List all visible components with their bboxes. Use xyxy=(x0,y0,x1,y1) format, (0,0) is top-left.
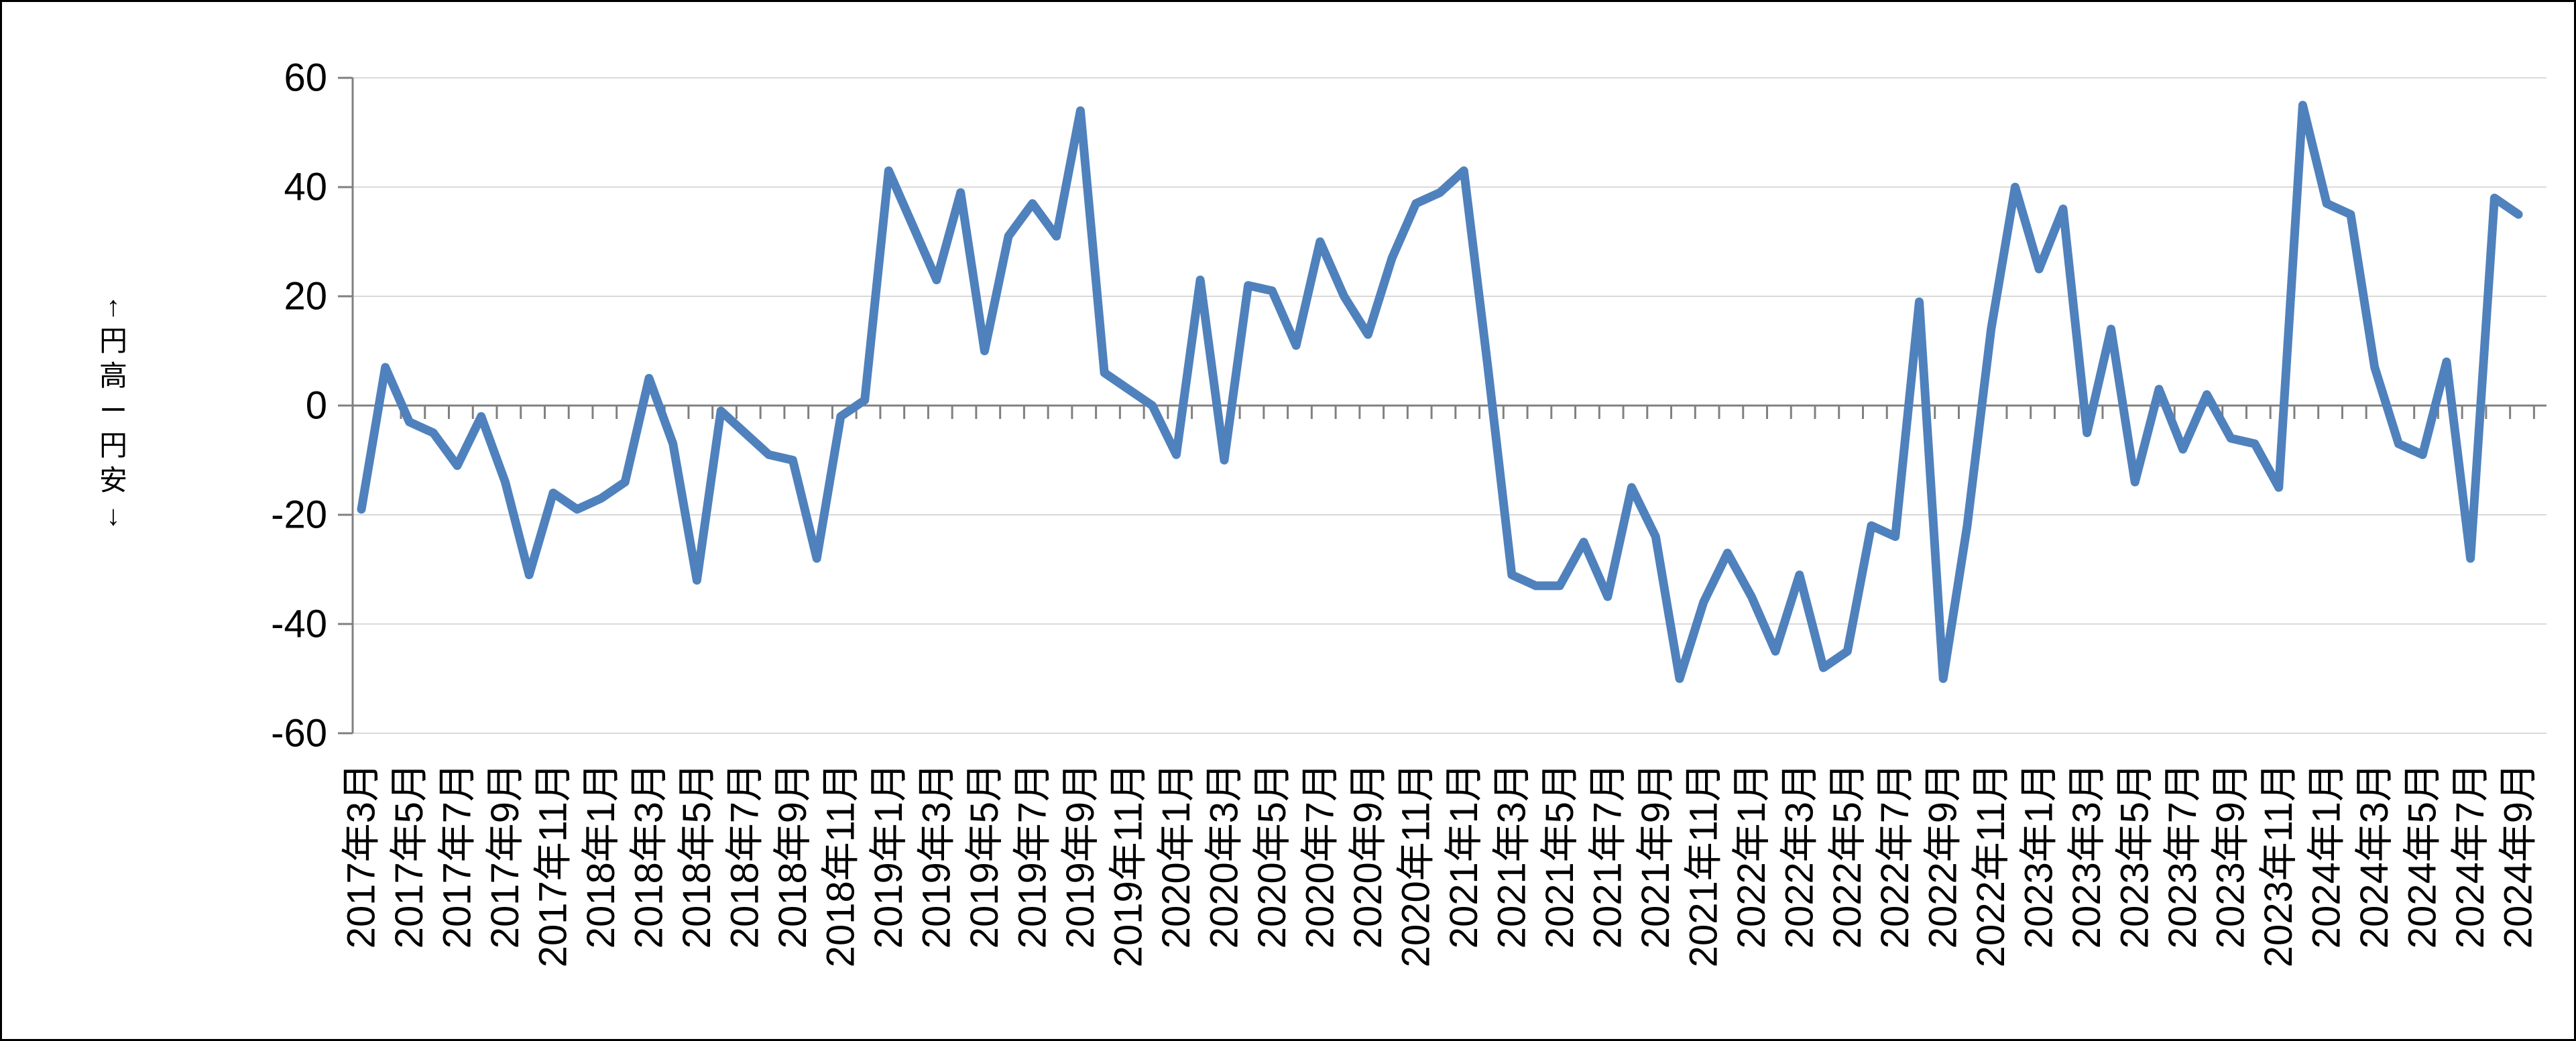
x-tick-label: 2017年7月 xyxy=(435,763,479,948)
y-axis-title-char: 円 xyxy=(99,325,127,357)
x-tick-label: 2023年3月 xyxy=(2065,763,2109,948)
x-tick-label: 2020年1月 xyxy=(1155,763,1198,948)
x-tick-label: 2018年5月 xyxy=(675,763,719,948)
x-tick-label: 2020年7月 xyxy=(1298,763,1342,948)
y-axis-title: ↑ 円高ー円安 ↓ xyxy=(95,289,132,533)
y-tick-label: -60 xyxy=(271,711,327,755)
x-tick-label: 2017年11月 xyxy=(531,763,575,967)
x-tick-label: 2019年3月 xyxy=(915,763,958,948)
x-tick-label: 2018年7月 xyxy=(723,763,766,948)
y-axis-title-char: ー xyxy=(99,395,127,426)
x-tick-label: 2018年9月 xyxy=(771,763,815,948)
x-tick-label: 2021年9月 xyxy=(1634,763,1678,948)
y-tick-label: 60 xyxy=(284,56,327,100)
x-tick-label: 2022年11月 xyxy=(1969,763,2013,967)
x-tick-label: 2022年3月 xyxy=(1777,763,1821,948)
x-tick-label: 2019年9月 xyxy=(1059,763,1102,948)
x-tick-label: 2021年5月 xyxy=(1538,763,1582,948)
x-tick-label: 2024年9月 xyxy=(2497,763,2540,948)
x-tick-label: 2018年1月 xyxy=(579,763,623,948)
y-axis-title-char: 円 xyxy=(99,430,127,461)
x-tick-label: 2020年3月 xyxy=(1202,763,1246,948)
x-tick-label: 2021年3月 xyxy=(1490,763,1533,948)
y-tick-label: 20 xyxy=(284,275,327,318)
x-tick-label: 2024年7月 xyxy=(2449,763,2492,948)
y-axis-title-char: ↑ xyxy=(106,290,121,322)
x-tick-label: 2021年1月 xyxy=(1442,763,1486,948)
x-tick-label: 2024年1月 xyxy=(2305,763,2349,948)
x-tick-label: 2023年11月 xyxy=(2257,763,2300,967)
y-tick-labels: 60 40 20 0 -20 -40 -60 xyxy=(271,56,327,755)
x-tick-label: 2024年5月 xyxy=(2401,763,2445,948)
y-axis-title-char: 安 xyxy=(99,465,127,496)
y-tick-label: 0 xyxy=(306,384,327,428)
y-tick-label: -20 xyxy=(271,493,327,536)
x-tick-label: 2022年5月 xyxy=(1826,763,1869,948)
x-tick-label: 2022年9月 xyxy=(1922,763,1965,948)
x-tick-label: 2017年3月 xyxy=(340,763,384,948)
x-tick-label: 2019年11月 xyxy=(1106,763,1150,967)
x-tick-label: 2021年11月 xyxy=(1682,763,1725,967)
y-tick-label: 40 xyxy=(284,166,327,209)
x-tick-label: 2018年3月 xyxy=(627,763,670,948)
x-axis-category-ticks xyxy=(400,406,2535,419)
x-tick-label: 2023年5月 xyxy=(2113,763,2157,948)
y-axis-title-char: 高 xyxy=(99,360,127,391)
x-tick-labels: 2017年3月 2017年5月 2017年7月 2017年9月 2017年11月 2018… xyxy=(340,763,2540,967)
x-tick-label: 2019年5月 xyxy=(963,763,1006,948)
x-tick-label: 2017年5月 xyxy=(388,763,431,948)
x-tick-label: 2023年7月 xyxy=(2161,763,2205,948)
x-tick-label: 2021年7月 xyxy=(1586,763,1629,948)
y-axis xyxy=(338,76,354,735)
y-axis-title-char: ↓ xyxy=(106,499,121,531)
x-tick-label: 2018年11月 xyxy=(819,763,862,967)
x-tick-label: 2017年9月 xyxy=(483,763,527,948)
x-tick-label: 2020年9月 xyxy=(1346,763,1390,948)
y-tick-label: -40 xyxy=(271,602,327,646)
x-tick-label: 2019年7月 xyxy=(1010,763,1054,948)
x-tick-label: 2022年1月 xyxy=(1730,763,1773,948)
x-tick-label: 2019年1月 xyxy=(867,763,911,948)
data-series-line xyxy=(357,101,2523,683)
x-tick-label: 2023年1月 xyxy=(2017,763,2061,948)
x-tick-label: 2020年11月 xyxy=(1394,763,1438,967)
x-tick-label: 2024年3月 xyxy=(2353,763,2396,948)
x-tick-label: 2022年7月 xyxy=(1873,763,1917,948)
x-tick-label: 2020年5月 xyxy=(1250,763,1294,948)
x-tick-label: 2023年9月 xyxy=(2209,763,2253,948)
